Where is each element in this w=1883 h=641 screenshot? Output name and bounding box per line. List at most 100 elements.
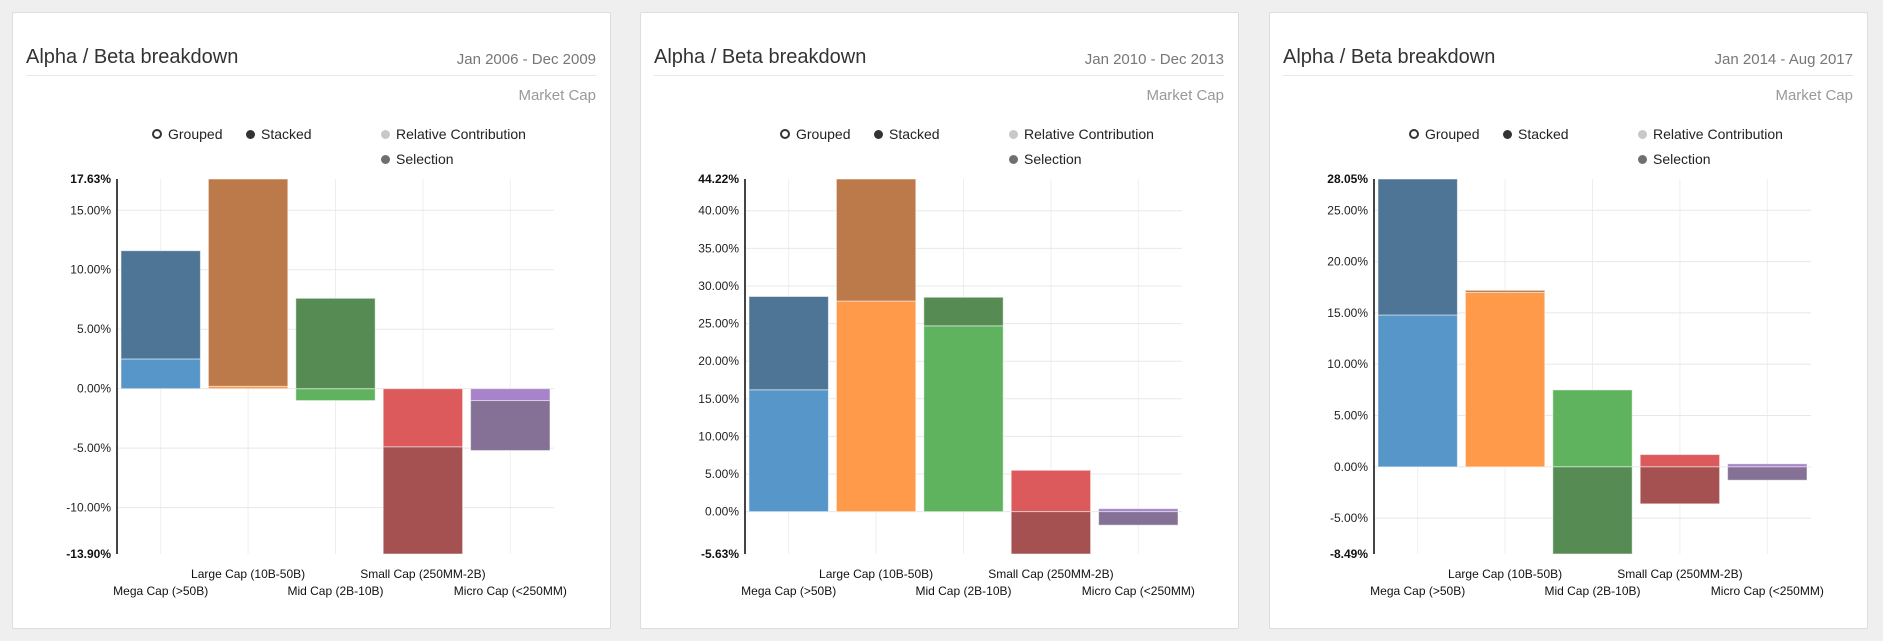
legend-label: Grouped [168, 126, 223, 142]
x-category-label: Micro Cap (<250MM) [454, 584, 567, 598]
date-range: Jan 2010 - Dec 2013 [1084, 51, 1224, 68]
divider [26, 75, 596, 76]
chart-subtitle: Market Cap [518, 87, 596, 104]
bar-relative-contribution[interactable] [470, 388, 551, 402]
y-limit-label: -8.49% [1330, 547, 1368, 561]
legend-selection[interactable]: Selection [1009, 151, 1082, 167]
x-category-label: Mega Cap (>50B) [741, 584, 836, 598]
x-category-label: Mega Cap (>50B) [113, 584, 208, 598]
x-category-label: Large Cap (10B-50B) [1448, 567, 1562, 581]
y-tick-label: 40.00% [698, 204, 739, 218]
legend-label: Relative Contribution [1024, 126, 1154, 142]
legend-stacked-radio[interactable]: Stacked [246, 126, 312, 142]
y-limit-label: -13.90% [66, 547, 111, 561]
y-tick-label: 5.00% [77, 322, 111, 336]
radio-empty-icon [152, 129, 162, 139]
y-limit-label: -5.63% [701, 547, 739, 561]
x-category-label: Mid Cap (2B-10B) [915, 584, 1011, 598]
legend-stacked-radio[interactable]: Stacked [1503, 126, 1569, 142]
bar-relative-contribution[interactable] [1464, 291, 1546, 468]
legend-dot-icon [381, 129, 390, 139]
y-tick-label: 15.00% [1327, 306, 1368, 320]
bar-relative-contribution[interactable] [295, 388, 376, 402]
bar-selection[interactable] [1010, 511, 1092, 555]
radio-filled-icon [246, 129, 255, 139]
chart-subtitle: Market Cap [1775, 87, 1853, 104]
bar-selection[interactable] [295, 297, 376, 390]
chart-subtitle: Market Cap [1146, 87, 1224, 104]
y-tick-label: 0.00% [1334, 460, 1368, 474]
y-limit-label: 17.63% [70, 172, 111, 186]
bar-chart: 25.00% 20.00% 15.00% 10.00% 5.00% 0.00% -5.00%… [1327, 172, 1824, 598]
x-category-label: Large Cap (10B-50B) [191, 567, 305, 581]
bar-relative-contribution[interactable] [923, 325, 1004, 513]
bar-relative-contribution[interactable] [748, 389, 829, 513]
x-category-label: Micro Cap (<250MM) [1082, 584, 1195, 598]
legend-grouped-radio[interactable]: Grouped [1409, 126, 1479, 142]
bar-relative-contribution[interactable] [382, 388, 464, 448]
bar-relative-contribution[interactable] [120, 358, 201, 390]
legend-label: Selection [396, 151, 454, 167]
bar-relative-contribution[interactable] [1010, 469, 1092, 513]
y-tick-label: 0.00% [705, 505, 739, 519]
bar-selection[interactable] [120, 250, 201, 360]
legend-relative-contribution[interactable]: Relative Contribution [381, 126, 526, 142]
x-category-label: Micro Cap (<250MM) [1711, 584, 1824, 598]
card-title: Alpha / Beta breakdown [26, 46, 239, 68]
bar-selection[interactable] [1098, 511, 1179, 526]
legend-label: Stacked [261, 126, 312, 142]
bar-chart: 15.00% 10.00% 5.00% 0.00% -5.00% -10.00% 17.63… [66, 172, 567, 598]
bar-relative-contribution[interactable] [1377, 314, 1458, 468]
bar-selection[interactable] [1727, 466, 1808, 481]
chart-card-2: Alpha / Beta breakdown Jan 2010 - Dec 20… [640, 12, 1239, 629]
bar-selection[interactable] [1639, 466, 1721, 505]
bar-selection[interactable] [923, 296, 1004, 327]
y-tick-label: 25.00% [698, 317, 739, 331]
card-title: Alpha / Beta breakdown [654, 46, 867, 68]
bar-selection[interactable] [748, 296, 829, 391]
y-tick-label: 25.00% [1327, 203, 1368, 217]
y-tick-label: 15.00% [70, 203, 111, 217]
x-category-label: Mid Cap (2B-10B) [1544, 584, 1640, 598]
x-category-label: Large Cap (10B-50B) [819, 567, 933, 581]
bar-relative-contribution[interactable] [835, 300, 917, 513]
y-tick-label: 20.00% [1327, 255, 1368, 269]
bar-relative-contribution[interactable] [1639, 454, 1721, 468]
bar-selection[interactable] [1377, 178, 1458, 316]
date-range: Jan 2006 - Dec 2009 [456, 51, 596, 68]
legend-relative-contribution[interactable]: Relative Contribution [1638, 126, 1783, 142]
date-range: Jan 2014 - Aug 2017 [1714, 51, 1853, 68]
x-category-label: Small Cap (250MM-2B) [1617, 567, 1742, 581]
legend-label: Stacked [1518, 126, 1569, 142]
bar-selection[interactable] [207, 178, 289, 387]
y-tick-label: 20.00% [698, 354, 739, 368]
legend-selection[interactable]: Selection [1638, 151, 1711, 167]
bar-selection[interactable] [835, 178, 917, 302]
legend-stacked-radio[interactable]: Stacked [874, 126, 940, 142]
legend-dot-icon [1638, 129, 1647, 139]
divider [654, 75, 1224, 76]
x-category-label: Small Cap (250MM-2B) [988, 567, 1113, 581]
bar-selection[interactable] [1464, 289, 1546, 293]
legend-label: Grouped [1425, 126, 1480, 142]
legend-label: Selection [1653, 151, 1711, 167]
legend-selection[interactable]: Selection [381, 151, 454, 167]
radio-empty-icon [1409, 129, 1419, 139]
bar-selection[interactable] [1552, 466, 1633, 555]
bar-relative-contribution[interactable] [1552, 389, 1633, 468]
radio-filled-icon [1503, 129, 1512, 139]
bar-chart: 40.00% 35.00% 30.00% 25.00% 20.00% 15.00% 10.0… [698, 172, 1195, 598]
legend-dot-icon [1638, 154, 1647, 164]
legend-label: Relative Contribution [396, 126, 526, 142]
y-tick-label: 35.00% [698, 241, 739, 255]
legend-grouped-radio[interactable]: Grouped [152, 126, 222, 142]
y-tick-label: 10.00% [698, 429, 739, 443]
legend-dot-icon [1009, 129, 1018, 139]
chart-card-1: Alpha / Beta breakdown Jan 2006 - Dec 20… [12, 12, 611, 629]
bar-selection[interactable] [382, 446, 464, 555]
card-title: Alpha / Beta breakdown [1283, 46, 1496, 68]
bar-selection[interactable] [470, 400, 551, 452]
legend-grouped-radio[interactable]: Grouped [780, 126, 850, 142]
legend-relative-contribution[interactable]: Relative Contribution [1009, 126, 1154, 142]
x-category-label: Mid Cap (2B-10B) [287, 584, 383, 598]
